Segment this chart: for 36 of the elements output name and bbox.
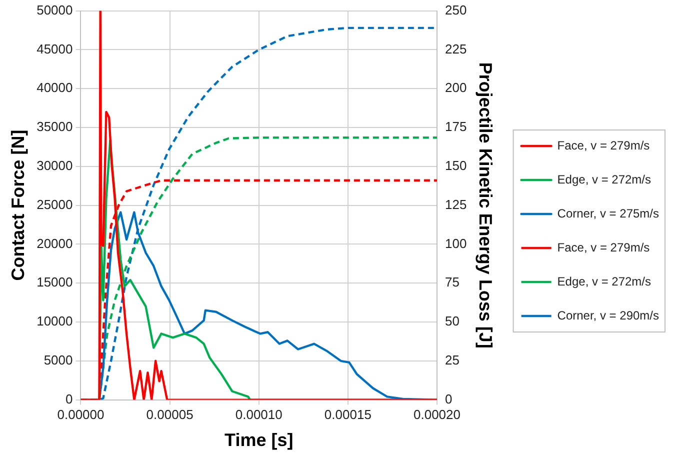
y2-tick-label: 125 [444, 196, 467, 212]
y2-tick-label: 250 [444, 2, 467, 18]
x-tick-label: 0.00010 [235, 407, 282, 422]
y2-tick-label: 225 [444, 41, 467, 56]
y2-tick-label: 50 [444, 314, 460, 329]
legend-label: Edge, v = 272m/s [557, 172, 652, 186]
y2-axis-title: Projectile Kinetic Energy Loss [J] [476, 62, 496, 348]
y2-tick-label: 25 [444, 352, 460, 368]
y-axis-title: Contact Force [N] [8, 130, 28, 281]
y2-tick-label: 75 [444, 274, 460, 290]
y-tick-label: 25000 [36, 196, 73, 212]
y2-tick-label: 200 [444, 80, 467, 96]
y-tick-label: 10000 [36, 314, 73, 329]
y-tick-label: 15000 [36, 274, 73, 290]
x-axis-title: Time [s] [224, 430, 294, 450]
x-tick-label: 0.00020 [413, 407, 460, 422]
legend-label: Corner, v = 290m/s [557, 308, 660, 322]
legend-label: Edge, v = 272m/s [557, 274, 652, 288]
y-tick-label: 0 [66, 391, 73, 406]
x-tick-label: 0.00005 [146, 407, 194, 422]
y-tick-label: 20000 [36, 236, 73, 251]
y2-tick-label: 150 [444, 158, 467, 173]
y2-tick-label: 100 [444, 236, 467, 251]
legend-label: Corner, v = 275m/s [557, 206, 660, 220]
legend-label: Face, v = 279m/s [557, 138, 650, 152]
y-tick-label: 40000 [36, 80, 73, 96]
x-tick-label: 0.00015 [324, 407, 372, 422]
y2-tick-label: 175 [444, 119, 467, 134]
y-tick-label: 5000 [44, 352, 73, 368]
y-tick-label: 35000 [36, 119, 73, 134]
y2-tick-label: 0 [444, 391, 452, 406]
x-tick-label: 0.00000 [57, 407, 104, 422]
y-tick-label: 45000 [36, 41, 73, 56]
legend-label: Face, v = 279m/s [557, 240, 650, 254]
y-tick-label: 50000 [36, 2, 73, 18]
y-tick-label: 30000 [36, 158, 73, 173]
